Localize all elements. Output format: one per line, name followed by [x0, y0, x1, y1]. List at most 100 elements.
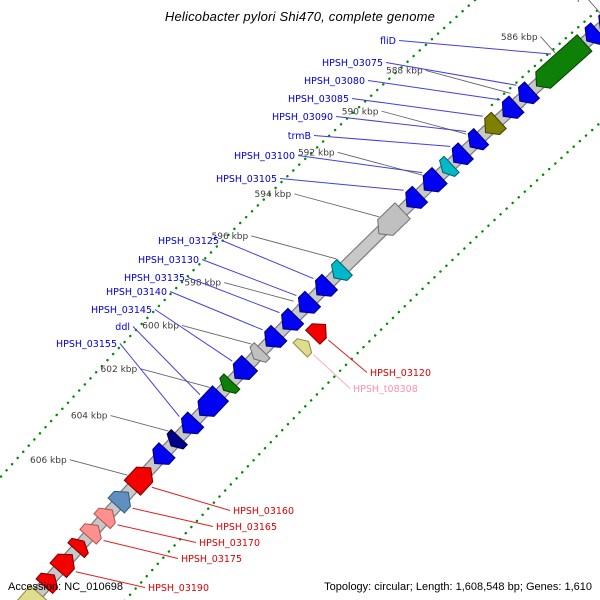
- gene-arrow-HPSH_03160[interactable]: [123, 466, 154, 496]
- gene-arrow[interactable]: [330, 258, 354, 281]
- tick-label: 596 kbp: [212, 232, 249, 242]
- gene-arrow-HPSH_03190[interactable]: [49, 553, 75, 579]
- gene-arrow-HPSH_03125[interactable]: [314, 273, 339, 297]
- gene-label[interactable]: HPSH_03155: [56, 339, 117, 350]
- tick-leader: [181, 324, 252, 345]
- gene-label[interactable]: HPSH_03135: [124, 273, 185, 284]
- gene-arrow[interactable]: [584, 22, 600, 45]
- gene-label-leader: [313, 135, 451, 147]
- tick-label: 604 kbp: [71, 412, 108, 422]
- gene-label[interactable]: HPSH_03165: [216, 522, 277, 533]
- gene-label[interactable]: HPSH_03105: [216, 174, 277, 185]
- tick-label: 584 kbp: [546, 0, 583, 3]
- gene-label[interactable]: HPSH_03160: [233, 506, 294, 517]
- gene-arrow-HPSH_03085[interactable]: [484, 111, 507, 136]
- gene-arrow-HPSH_03090[interactable]: [467, 127, 490, 151]
- gene-label-leader: [398, 40, 552, 55]
- tick-leader: [110, 415, 169, 432]
- map-title: Helicobacter pylori Shi470, complete gen…: [164, 9, 436, 24]
- gene-arrow-HPSH_03075[interactable]: [517, 81, 541, 105]
- gene-label-leader: [313, 354, 351, 389]
- gene-arrow[interactable]: [166, 428, 189, 450]
- gene-label[interactable]: HPSH_03145: [91, 305, 152, 316]
- gene-label[interactable]: HPSH_03130: [138, 255, 199, 266]
- gene-arrow-HPSH_03105[interactable]: [405, 185, 429, 209]
- gene-label[interactable]: HPSH_03080: [304, 76, 365, 87]
- gene-arrow[interactable]: [152, 442, 176, 465]
- gene-arrow[interactable]: [67, 537, 89, 559]
- tick-ruler: 584 kbp 586 kbp 588 kbp 590 kbp 592 kbp 594 k…: [30, 0, 600, 489]
- tick-leader: [140, 368, 210, 388]
- gene-arrow[interactable]: [249, 341, 271, 363]
- gene-arrow-HPSH_03155[interactable]: [180, 411, 205, 435]
- gene-label[interactable]: HPSH_03075: [322, 58, 383, 69]
- tick-label: 586 kbp: [501, 33, 538, 43]
- gene-arrow-HPSH_03080[interactable]: [501, 95, 525, 119]
- gene-arrow-trmB[interactable]: [451, 142, 475, 166]
- gene-arrow[interactable]: [377, 202, 411, 236]
- gene-arrow[interactable]: [16, 584, 48, 600]
- gene-arrow-HPSH_03140[interactable]: [264, 324, 288, 348]
- tick-leader: [294, 193, 380, 218]
- gene-label-leader: [169, 291, 263, 331]
- gene-arrow[interactable]: [219, 373, 241, 395]
- gene-arrow-HPSH_03145[interactable]: [232, 354, 259, 381]
- tick-leader: [223, 282, 294, 302]
- gene-arrow-HPSH_t08308[interactable]: [292, 338, 313, 358]
- gene-label-leader: [103, 539, 179, 559]
- tick-label: 606 kbp: [30, 456, 67, 466]
- gene-label-leader: [335, 116, 467, 133]
- gene-label-leader: [132, 326, 201, 396]
- gene-arrow-ddl[interactable]: [197, 385, 230, 417]
- gene-label[interactable]: HPSH_03175: [181, 554, 242, 565]
- gene-arrow-HPSH_03170[interactable]: [93, 507, 116, 530]
- gene-labels-layer: fliD HPSH_03075 HPSH_03080 HPSH_03085 HPSH_0…: [56, 36, 552, 594]
- gene-label[interactable]: ddl: [115, 322, 130, 333]
- gene-arrow-HPSH_03135[interactable]: [281, 307, 305, 331]
- gene-label-leader: [351, 98, 483, 117]
- gene-label-leader: [117, 524, 197, 543]
- gene-label[interactable]: HPSH_03090: [272, 112, 333, 123]
- tick-leader: [425, 69, 511, 94]
- gene-label-leader: [201, 259, 297, 297]
- outer-dotted-ring: [0, 0, 477, 480]
- gene-label-leader: [132, 507, 214, 527]
- gene-arrow-HPSH_03130[interactable]: [297, 290, 322, 314]
- gene-label[interactable]: HPSH_03100: [234, 151, 295, 162]
- gene-label[interactable]: fliD: [380, 36, 396, 47]
- gene-arrow-HPSH_03165[interactable]: [107, 490, 131, 514]
- gene-label[interactable]: HPSH_03085: [288, 94, 349, 105]
- tick-label: 594 kbp: [255, 190, 292, 200]
- inner-dotted-ring: [123, 121, 600, 600]
- gene-label[interactable]: HPSH_03120: [370, 368, 431, 379]
- tick-leader: [588, 0, 600, 14]
- gene-label-leader: [154, 309, 233, 362]
- gene-arrow-HPSH_03120[interactable]: [304, 323, 327, 345]
- tick-label: 588 kbp: [386, 67, 423, 77]
- accession-text: Accession: NC_010698: [8, 581, 123, 593]
- gene-label-leader: [221, 240, 314, 279]
- tick-label: 592 kbp: [298, 148, 335, 158]
- tick-leader: [337, 151, 423, 176]
- gene-label[interactable]: HPSH_03140: [106, 287, 167, 298]
- gene-arrow-HPSH_03100[interactable]: [422, 166, 448, 193]
- gene-label[interactable]: trmB: [288, 131, 311, 142]
- gene-arrow[interactable]: [439, 155, 460, 177]
- gene-arrow-fliD[interactable]: [535, 34, 593, 89]
- gene-label-leader: [119, 343, 180, 417]
- gene-label-leader: [75, 571, 146, 588]
- tick-label: 602 kbp: [101, 365, 138, 375]
- gene-label-leader: [385, 62, 517, 86]
- tick-label: 600 kbp: [142, 322, 179, 332]
- gene-label[interactable]: HPSH_03125: [158, 236, 219, 247]
- gene-arrow-HPSH_03175[interactable]: [79, 523, 102, 545]
- tick-leader: [251, 235, 337, 260]
- gene-label[interactable]: HPSH_03190: [148, 583, 209, 594]
- gene-label[interactable]: HPSH_t08308: [353, 384, 418, 395]
- gene-label-leader: [279, 178, 404, 191]
- gene-arrow[interactable]: [35, 572, 59, 595]
- gene-label[interactable]: HPSH_03170: [199, 538, 260, 549]
